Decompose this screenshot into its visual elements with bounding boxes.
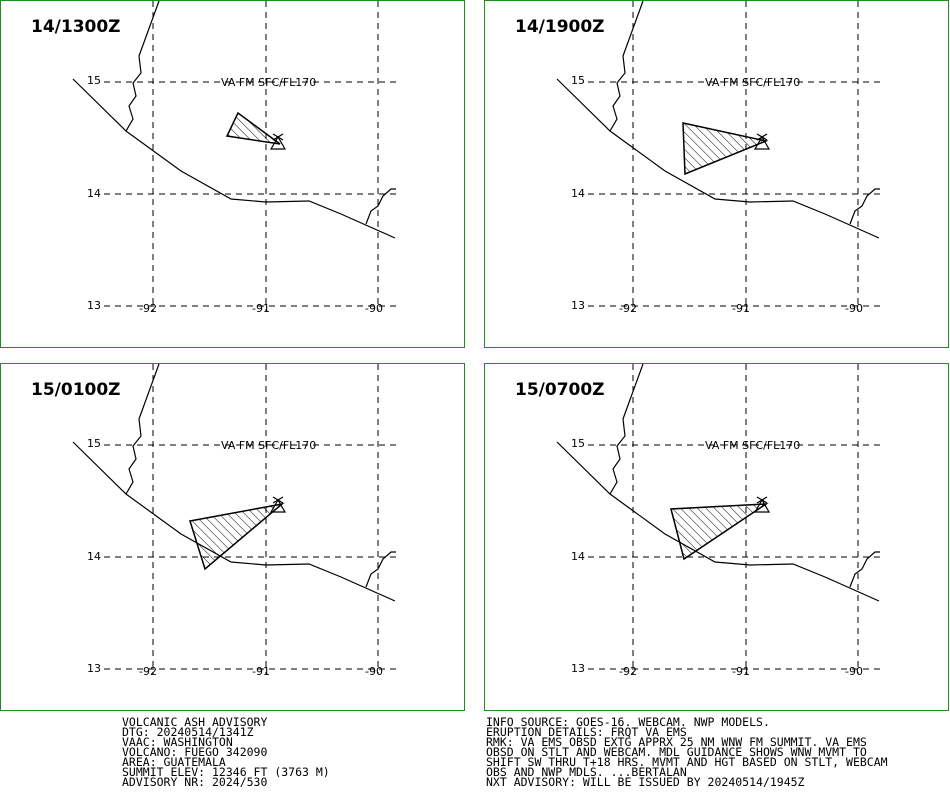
va-level-label: VA FM SFC/FL170 [221, 76, 317, 89]
lon-label: -91 [732, 665, 750, 678]
coastline [72, 1, 396, 239]
panel-time: 14/1900Z [515, 17, 605, 37]
advisory-line: SUMMIT ELEV: 12346 FT (3763 M) [122, 765, 330, 779]
advisory-line: NXT ADVISORY: WILL BE ISSUED BY 20240514… [486, 775, 805, 789]
graticule [104, 1, 396, 311]
map-canvas [556, 1, 880, 311]
volcano-icon [753, 496, 771, 513]
lat-label: 13 [87, 299, 101, 312]
lat-label: 13 [571, 299, 585, 312]
lon-label: -92 [619, 665, 637, 678]
map-panel-3: 15/0100Z VA FM SFC/FL170 15 14 13 -92 -9… [0, 363, 465, 711]
lat-label: 15 [87, 437, 101, 450]
lon-label: -90 [845, 665, 863, 678]
ash-cloud-polygon [225, 111, 281, 145]
lon-label: -91 [732, 302, 750, 315]
lat-label: 15 [87, 74, 101, 87]
va-level-label: VA FM SFC/FL170 [221, 439, 317, 452]
lat-label: 13 [571, 662, 585, 675]
lon-label: -90 [845, 302, 863, 315]
lon-label: -91 [252, 302, 270, 315]
advisory-line: SHIFT SW THRU T+18 HRS. MVMT AND HGT BAS… [486, 755, 888, 769]
map-canvas [72, 364, 396, 674]
volcano-icon [269, 133, 287, 150]
coastline [556, 1, 880, 239]
lat-label: 14 [571, 187, 585, 200]
advisory-line: ERUPTION DETAILS: FRQT VA EMS [486, 725, 687, 739]
advisory-line: VAAC: WASHINGTON [122, 735, 233, 749]
ash-cloud-polygon [670, 503, 769, 561]
advisory-line: VOLCANIC ASH ADVISORY [122, 715, 268, 729]
lat-label: 14 [87, 550, 101, 563]
advisory-line: AREA: GUATEMALA [122, 755, 226, 769]
lon-label: -91 [252, 665, 270, 678]
advisory-line: INFO SOURCE: GOES-16. WEBCAM. NWP MODELS… [486, 715, 770, 729]
lat-label: 14 [571, 550, 585, 563]
advisory-line: DTG: 20240514/1341Z [122, 725, 254, 739]
va-level-label: VA FM SFC/FL170 [705, 76, 801, 89]
lon-label: -90 [365, 665, 383, 678]
lat-label: 14 [87, 187, 101, 200]
lat-label: 15 [571, 437, 585, 450]
ash-cloud-polygon [682, 122, 769, 176]
lon-label: -92 [619, 302, 637, 315]
lon-label: -90 [365, 302, 383, 315]
map-panel-2: 14/1900Z VA FM SFC/FL170 15 14 13 -92 -9… [484, 0, 949, 348]
map-canvas [72, 1, 396, 311]
lon-label: -92 [139, 302, 157, 315]
advisory-line: RMK: VA EMS OBSD EXTG APPRX 25 NM WNW FM… [486, 735, 867, 749]
panel-time: 14/1300Z [31, 17, 121, 37]
advisory-line: ADVISORY NR: 2024/530 [122, 775, 268, 789]
panel-time: 15/0700Z [515, 380, 605, 400]
va-level-label: VA FM SFC/FL170 [705, 439, 801, 452]
map-canvas [556, 364, 880, 674]
advisory-line: OBS AND NWP MDLS. ...BERTALAN [486, 765, 687, 779]
map-panel-1: 14/1300Z VA FM SFC/FL170 15 14 13 -92 -9… [0, 0, 465, 348]
advisory-line: OBSD ON STLT AND WEBCAM. MDL GUIDANCE SH… [486, 745, 867, 759]
advisory-line: VOLCANO: FUEGO 342090 [122, 745, 268, 759]
ash-cloud-polygon [189, 502, 285, 571]
graticule [588, 364, 880, 674]
graticule [588, 1, 880, 311]
panel-time: 15/0100Z [31, 380, 121, 400]
volcano-icon [753, 133, 771, 150]
graticule [104, 364, 396, 674]
map-panel-4: 15/0700Z VA FM SFC/FL170 15 14 13 -92 -9… [484, 363, 949, 711]
coastline [556, 364, 880, 602]
volcano-icon [269, 496, 287, 513]
lat-label: 15 [571, 74, 585, 87]
lon-label: -92 [139, 665, 157, 678]
coastline [72, 364, 396, 602]
lat-label: 13 [87, 662, 101, 675]
